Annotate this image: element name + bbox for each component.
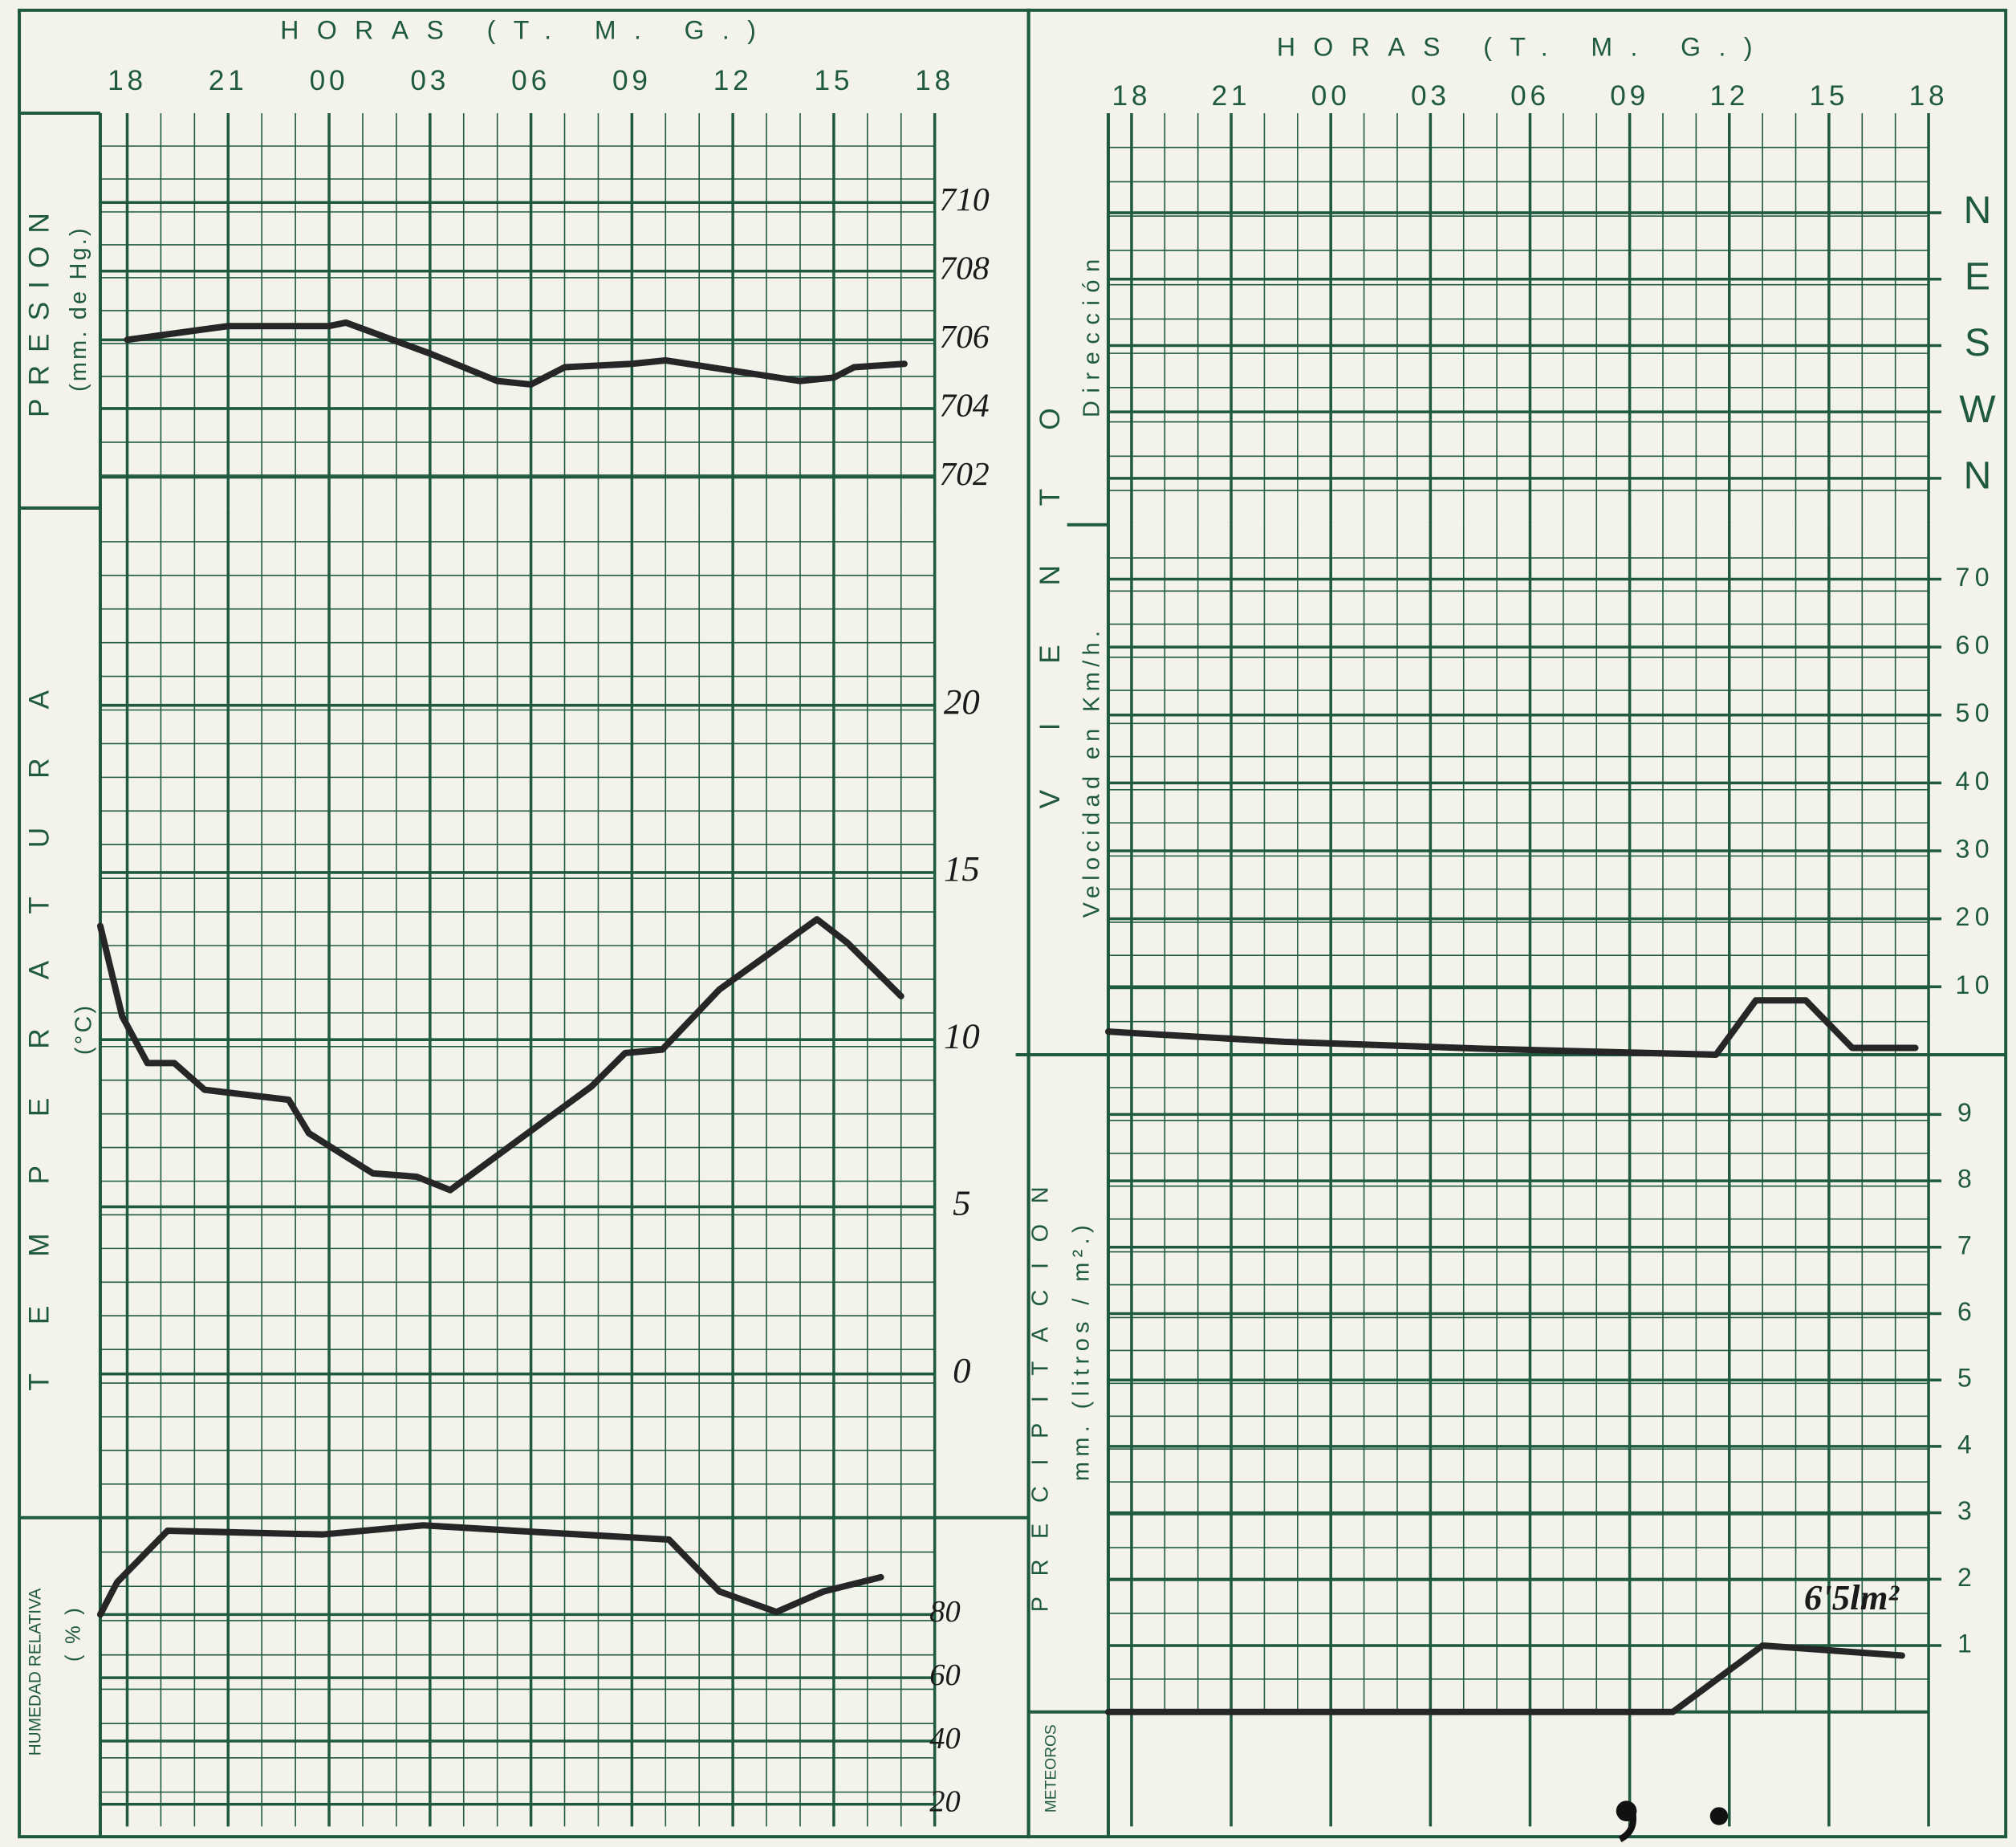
- y-tick-label: 2: [1957, 1563, 1977, 1592]
- x-tick-label: 15: [815, 65, 854, 96]
- x-tick-label: 06: [1510, 80, 1550, 112]
- y-tick-label: 10: [944, 1015, 980, 1056]
- wind-title: VIENTO: [1034, 349, 1066, 809]
- y-tick-label: 7: [1957, 1231, 1977, 1259]
- y-tick-label: 704: [939, 387, 989, 424]
- y-tick-label: 20: [929, 1785, 960, 1819]
- y-tick-label: 80: [929, 1595, 960, 1629]
- y-tick-label: S: [1965, 321, 1995, 364]
- y-tick-label: 70: [1956, 563, 1994, 592]
- x-tick-label: 03: [410, 65, 449, 96]
- y-tick-label: N: [1964, 454, 1997, 498]
- panel-label: PRESION: [24, 200, 55, 417]
- y-tick-label: 60: [1956, 631, 1994, 660]
- x-tick-label: 12: [1709, 80, 1749, 112]
- y-tick-label: 1: [1957, 1629, 1977, 1658]
- y-tick-label: 20: [944, 681, 980, 722]
- frames: [18, 8, 2008, 1839]
- panel-unit: (°C): [71, 1003, 96, 1055]
- x-tick-label: 03: [1411, 80, 1450, 112]
- left-frame: [18, 8, 1030, 1839]
- y-tick-label: 702: [939, 456, 989, 493]
- y-tick-label: 30: [1956, 834, 1994, 863]
- x-tick-label: 15: [1810, 80, 1849, 112]
- panel-label: Dirección: [1079, 251, 1104, 417]
- trace-line: [96, 1522, 884, 1618]
- y-tick-label: 8: [1957, 1165, 1977, 1194]
- left-header: HORAS (T. M. G.): [280, 16, 774, 45]
- trace-line: [124, 319, 908, 388]
- y-tick-label: 50: [1956, 698, 1994, 727]
- y-tick-label: 60: [929, 1658, 960, 1692]
- x-tick-label: 18: [915, 65, 954, 96]
- x-tick-label: 18: [1112, 80, 1152, 112]
- panel-unit: mm. (litros / m².): [1069, 1220, 1095, 1481]
- y-tick-label: 5: [1957, 1364, 1977, 1393]
- y-tick-label: 0: [953, 1350, 970, 1390]
- y-tick-label: 4: [1957, 1430, 1977, 1458]
- y-tick-label: 710: [939, 181, 990, 218]
- y-tick-label: 20: [1956, 902, 1994, 931]
- x-tick-label: 09: [612, 65, 652, 96]
- y-tick-label: 9: [1957, 1098, 1977, 1127]
- rain-symbol: [1709, 1807, 1729, 1825]
- meteoros-label: METEOROS: [1043, 1724, 1060, 1812]
- y-tick-label: 40: [929, 1722, 960, 1755]
- panel-unit: ( % ): [63, 1605, 85, 1662]
- panel-label: PRECIPITACION: [1027, 1166, 1053, 1612]
- panel-label: HUMEDAD RELATIVA: [26, 1589, 44, 1756]
- drizzle-tail: [1618, 1812, 1637, 1842]
- y-tick-label: 6: [1957, 1297, 1977, 1326]
- x-tick-label: 09: [1610, 80, 1649, 112]
- right-header: HORAS (T. M. G.): [1277, 32, 1770, 61]
- y-tick-label: 5: [953, 1183, 970, 1223]
- y-tick-label: 10: [1956, 970, 1994, 999]
- y-tick-label: E: [1965, 254, 1995, 298]
- trace-line: [1104, 1642, 1905, 1715]
- x-tick-label: 18: [108, 65, 147, 96]
- y-tick-label: 40: [1956, 767, 1994, 795]
- grid-layer: [100, 113, 1942, 1827]
- y-tick-label: N: [1964, 189, 1997, 232]
- panel-label: Velocidad en Km/h.: [1079, 626, 1104, 918]
- y-tick-label: 708: [939, 250, 990, 287]
- meteor-symbols: [1616, 1800, 1729, 1842]
- trace-line: [96, 916, 904, 1194]
- y-tick-label: 3: [1957, 1496, 1977, 1525]
- x-tick-label: 21: [209, 65, 248, 96]
- y-tick-label: W: [1959, 388, 2001, 431]
- x-tick-label: 21: [1212, 80, 1251, 112]
- y-tick-label: 15: [944, 848, 980, 889]
- x-tick-label: 18: [1909, 80, 1949, 112]
- x-tick-label: 12: [713, 65, 753, 96]
- y-tick-label: 706: [939, 319, 990, 356]
- panel-unit: (mm. de Hg.): [66, 226, 91, 392]
- annotation: 6'5lm²: [1804, 1577, 1900, 1617]
- x-tick-label: 00: [1311, 80, 1351, 112]
- x-tick-label: 00: [310, 65, 349, 96]
- x-tick-label: 06: [511, 65, 551, 96]
- panel-label: TEMPERATURA: [24, 641, 55, 1390]
- trace-line: [1104, 997, 1919, 1058]
- right-frame: [1026, 8, 2008, 1839]
